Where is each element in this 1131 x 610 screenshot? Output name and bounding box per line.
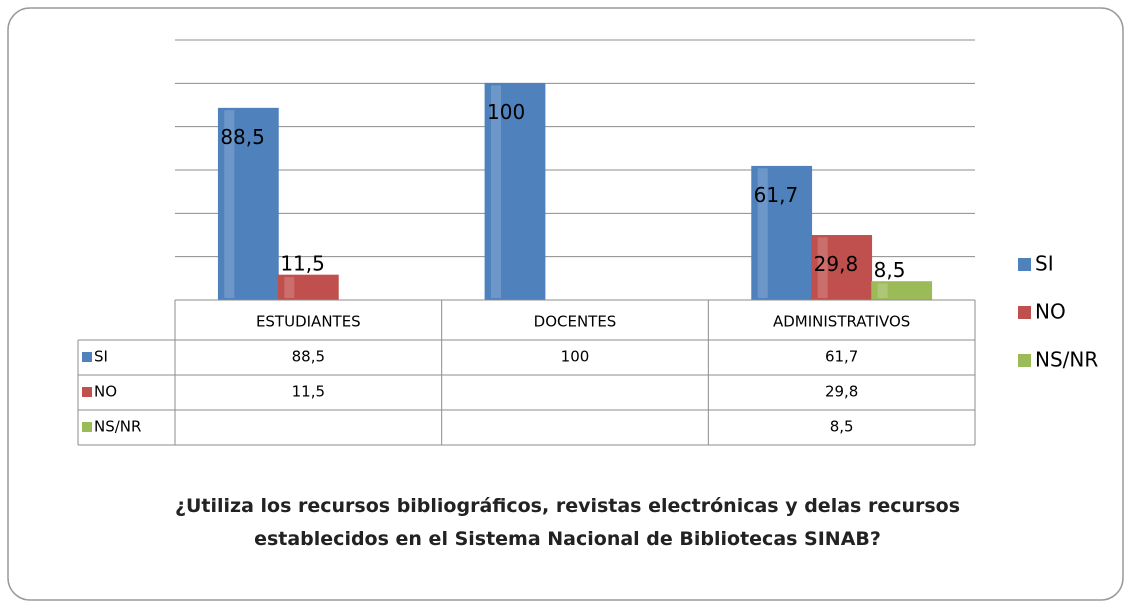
legend-key: [1018, 354, 1031, 367]
table-cell: 88,5: [292, 348, 325, 366]
bar: [484, 82, 546, 301]
data-label: 88,5: [220, 125, 265, 149]
x-tick-label: ESTUDIANTES: [256, 313, 361, 331]
legend-key: [1018, 306, 1031, 319]
bar-highlight: [284, 277, 295, 298]
bar-highlight: [817, 237, 828, 298]
table-legend-key: [82, 387, 92, 397]
data-label: 29,8: [814, 252, 859, 276]
bar-highlight: [877, 283, 888, 298]
table-cell: 100: [561, 348, 590, 366]
table-cell: 8,5: [830, 418, 854, 436]
bar: [751, 165, 813, 301]
table-legend-key: [82, 422, 92, 432]
x-tick-label: ADMINISTRATIVOS: [773, 313, 910, 331]
table-row-label: SI: [94, 348, 108, 366]
chart-border: [7, 7, 1124, 601]
legend-label: SI: [1035, 252, 1054, 276]
bar-highlight: [491, 85, 501, 298]
table-row-label: NO: [94, 383, 117, 401]
bar-highlight: [224, 110, 235, 298]
chart-title: ¿Utiliza los recursos bibliográficos, re…: [174, 495, 961, 550]
bar-highlight: [757, 168, 768, 298]
table-legend-key: [82, 352, 92, 362]
table-row-label: NS/NR: [94, 418, 141, 436]
bar: [217, 107, 279, 301]
data-label: 11,5: [280, 252, 325, 276]
table-cell: 29,8: [825, 383, 858, 401]
legend-label: NO: [1035, 300, 1066, 324]
legend-key: [1018, 258, 1031, 271]
data-label: 61,7: [754, 183, 799, 207]
data-label: 8,5: [874, 258, 906, 282]
data-label: 100: [487, 100, 525, 124]
legend-label: NS/NR: [1035, 348, 1098, 372]
table-cell: 11,5: [292, 383, 325, 401]
x-tick-label: DOCENTES: [534, 313, 617, 331]
table-cell: 61,7: [825, 348, 858, 366]
